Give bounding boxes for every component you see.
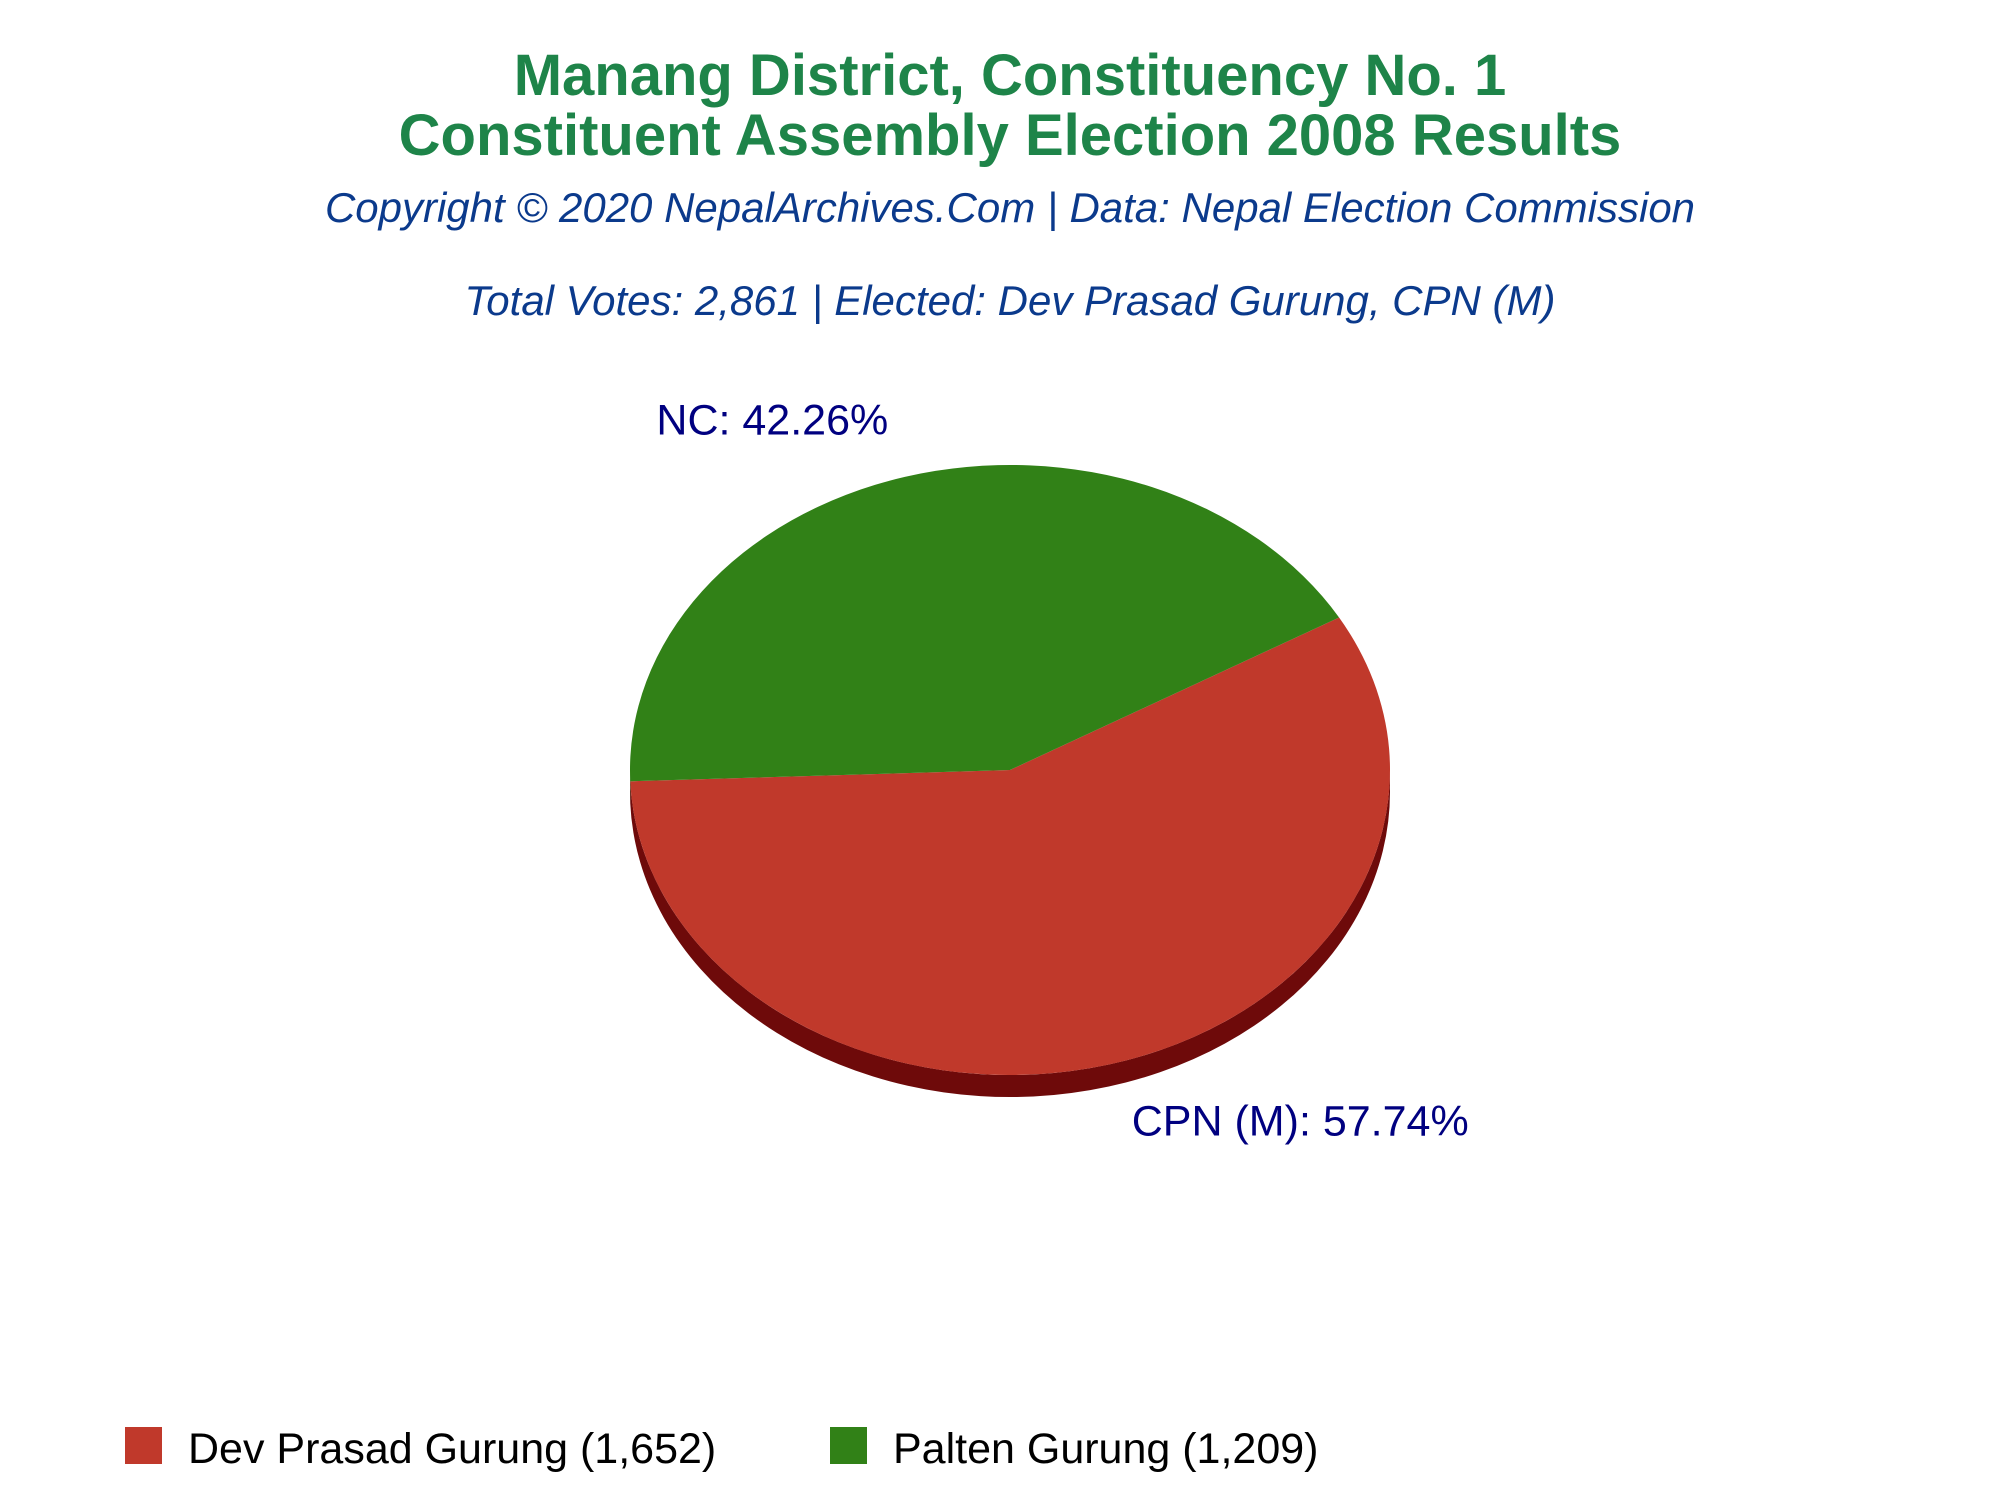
pie-slice-cpn-m [630,617,1390,1076]
legend-label: Dev Prasad Gurung (1,652) [188,1425,716,1473]
pie-slice-nc [630,465,1340,782]
chart-title-line2: Constituent Assembly Election 2008 Resul… [399,103,1622,168]
chart-subtitle-votes: Total Votes: 2,861 | Elected: Dev Prasad… [465,277,1556,325]
slice-label-nc: NC: 42.26% [656,396,888,444]
legend-swatch [125,1427,162,1464]
slice-label-cpn-m: CPN (M): 57.74% [1132,1098,1469,1146]
legend-label: Palten Gurung (1,209) [893,1425,1319,1473]
pie-slice-labels: CPN (M): 57.74% NC: 42.26% [656,396,1468,1145]
pie-slices [630,465,1390,1098]
chart-subtitle: Copyright © 2020 NepalArchives.Com | Dat… [325,184,1695,232]
legend: Dev Prasad Gurung (1,652) Palten Gurung (… [125,1425,1319,1473]
legend-swatch [830,1427,867,1464]
chart-title: Manang District, Constituency No. 1 [514,43,1507,108]
